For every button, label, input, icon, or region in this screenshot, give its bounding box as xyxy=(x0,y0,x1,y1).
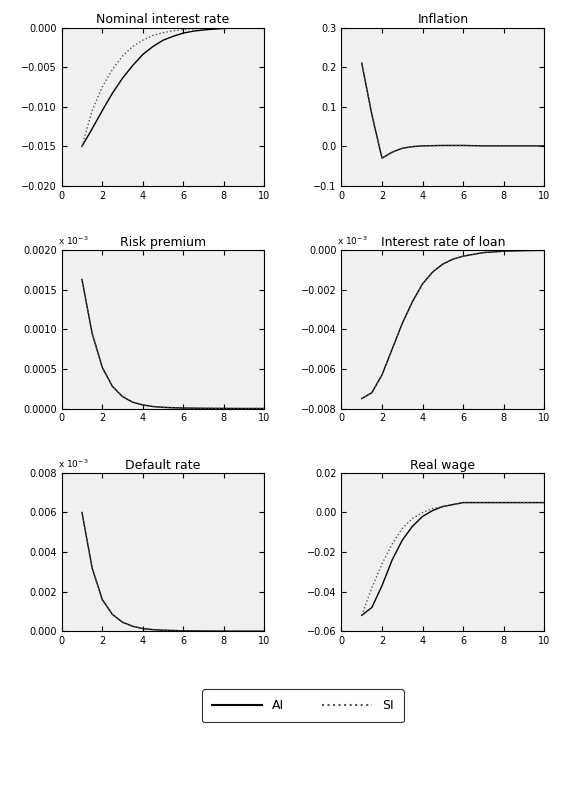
Text: x 10$^{-3}$: x 10$^{-3}$ xyxy=(58,235,88,247)
Legend: AI, SI: AI, SI xyxy=(203,689,403,722)
Title: Interest rate of loan: Interest rate of loan xyxy=(380,236,505,249)
Title: Nominal interest rate: Nominal interest rate xyxy=(96,13,229,27)
Title: Risk premium: Risk premium xyxy=(120,236,206,249)
Title: Inflation: Inflation xyxy=(417,13,468,27)
Title: Default rate: Default rate xyxy=(125,459,201,471)
Text: x 10$^{-3}$: x 10$^{-3}$ xyxy=(58,457,88,470)
Title: Real wage: Real wage xyxy=(410,459,475,471)
Text: x 10$^{-3}$: x 10$^{-3}$ xyxy=(337,235,368,247)
